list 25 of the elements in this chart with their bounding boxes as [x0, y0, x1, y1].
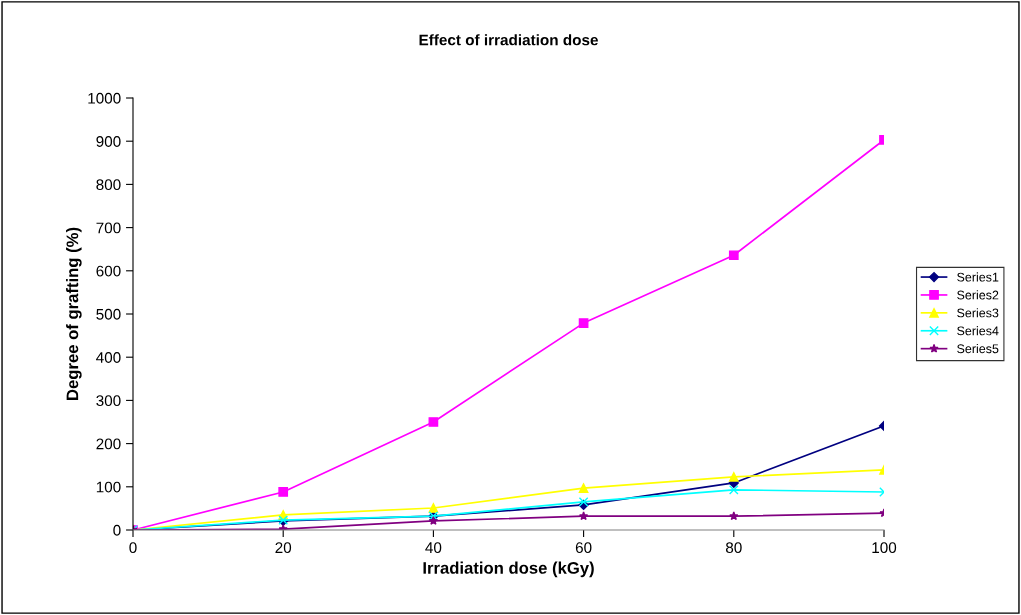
x-tick-label: 0 [129, 542, 137, 554]
y-tick-label: 600 [96, 265, 121, 277]
legend-label: Series2 [957, 290, 999, 300]
x-axis-title: Irradiation dose (kGy) [423, 561, 594, 578]
y-tick-label: 100 [96, 481, 121, 493]
y-tick-label: 300 [96, 395, 121, 407]
y-tick-label: 500 [96, 308, 121, 320]
legend-label: Series5 [957, 343, 999, 354]
x-tick-label: 80 [725, 542, 742, 554]
y-tick-label: 200 [96, 438, 121, 450]
legend-label: Series4 [957, 326, 999, 336]
y-axis-title: Degree of grafting (%) [66, 227, 82, 400]
x-tick-label: 100 [872, 542, 897, 554]
y-tick-label: 800 [96, 179, 121, 191]
legend-label: Series1 [957, 272, 999, 282]
x-tick-label: 60 [575, 542, 592, 554]
x-tick-label: 40 [425, 542, 442, 554]
y-tick-label: 0 [113, 524, 121, 536]
y-tick-label: 400 [96, 352, 121, 363]
y-tick-label: 700 [96, 222, 121, 234]
chart-title: Effect of irradiation dose [419, 34, 598, 46]
x-tick-label: 20 [275, 542, 292, 554]
y-tick-label: 900 [96, 136, 121, 147]
y-tick-label: 1000 [88, 92, 121, 104]
legend-label: Series3 [957, 308, 999, 318]
